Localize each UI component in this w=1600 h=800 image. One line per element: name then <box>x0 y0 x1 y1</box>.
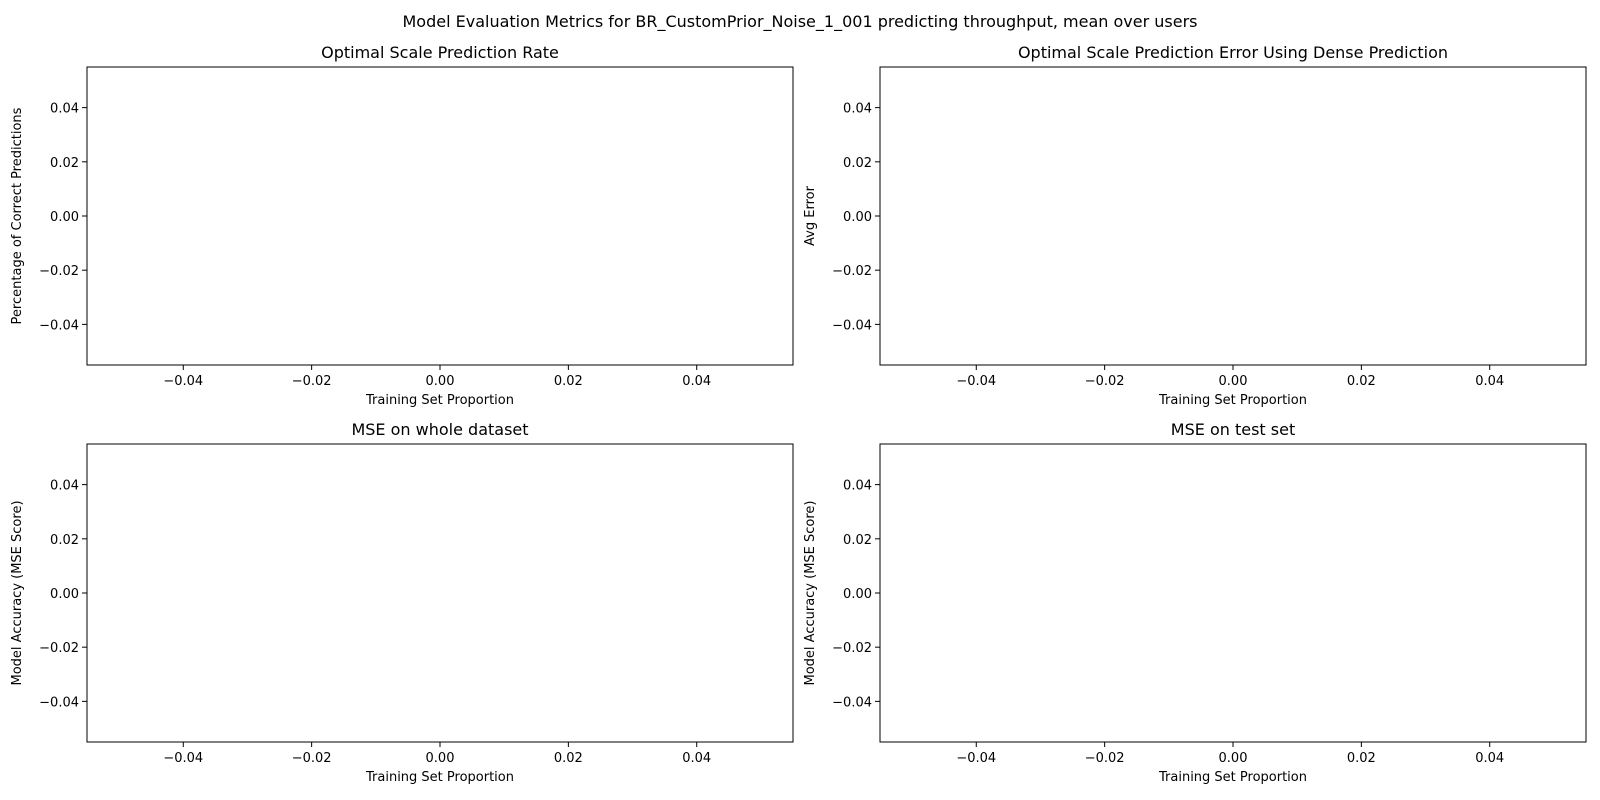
x-tick-label: −0.02 <box>292 374 332 389</box>
axes-frame <box>86 443 794 743</box>
y-tick-label: 0.00 <box>843 210 872 225</box>
x-tick-label: 0.02 <box>1347 751 1376 766</box>
x-tick-label: −0.04 <box>163 751 203 766</box>
x-tick-label: 0.00 <box>1219 374 1248 389</box>
x-tick-label: −0.02 <box>292 751 332 766</box>
x-axis-label: Training Set Proportion <box>365 393 514 408</box>
figure-title: Model Evaluation Metrics for BR_CustomPr… <box>402 12 1198 31</box>
subplot-3: MSE on whole dataset −0.04 −0.02 0.00 0.02 0.… <box>10 420 794 785</box>
x-axis-label: Training Set Proportion <box>365 770 514 785</box>
subplot-title: Optimal Scale Prediction Rate <box>321 43 559 62</box>
y-tick-label: −0.02 <box>832 641 872 656</box>
x-tick-label: −0.04 <box>163 374 203 389</box>
y-tick-label: 0.04 <box>843 479 872 494</box>
x-tick-label: 0.02 <box>1347 374 1376 389</box>
x-tick-label: 0.04 <box>1475 374 1504 389</box>
subplot-1: Optimal Scale Prediction Rate −0.04 −0.02 0… <box>10 43 794 408</box>
y-axis-label: Model Accuracy (MSE Score) <box>10 500 25 685</box>
y-tick-label: 0.04 <box>50 102 79 117</box>
x-tick-label: 0.04 <box>1475 751 1504 766</box>
x-tick-label: 0.00 <box>426 374 455 389</box>
x-tick-label: 0.02 <box>554 374 583 389</box>
y-tick-label: 0.00 <box>50 587 79 602</box>
y-axis-label: Model Accuracy (MSE Score) <box>803 500 818 685</box>
x-tick-label: 0.04 <box>682 751 711 766</box>
x-axis-label: Training Set Proportion <box>1158 393 1307 408</box>
y-axis-label: Percentage of Correct Predictions <box>10 107 25 324</box>
y-tick-label: −0.04 <box>832 318 872 333</box>
x-tick-label: 0.04 <box>682 374 711 389</box>
x-axis-label: Training Set Proportion <box>1158 770 1307 785</box>
axes-frame <box>879 66 1587 366</box>
x-tick-label: −0.02 <box>1085 751 1125 766</box>
subplot-title: MSE on test set <box>1171 420 1295 439</box>
subplot-title: MSE on whole dataset <box>351 420 528 439</box>
subplot-title: Optimal Scale Prediction Error Using Den… <box>1018 43 1448 62</box>
x-tick-label: −0.04 <box>956 374 996 389</box>
y-tick-label: 0.02 <box>50 156 79 171</box>
x-tick-label: −0.02 <box>1085 374 1125 389</box>
y-tick-label: −0.02 <box>832 264 872 279</box>
y-tick-label: 0.04 <box>50 479 79 494</box>
y-tick-label: 0.00 <box>50 210 79 225</box>
subplot-2: Optimal Scale Prediction Error Using Den… <box>803 43 1587 408</box>
y-tick-label: −0.04 <box>832 695 872 710</box>
y-axis-label: Avg Error <box>803 185 818 246</box>
x-tick-label: 0.00 <box>1219 751 1248 766</box>
axes-frame <box>879 443 1587 743</box>
y-tick-label: −0.02 <box>39 264 79 279</box>
x-tick-label: −0.04 <box>956 751 996 766</box>
subplot-4: MSE on test set −0.04 −0.02 0.00 0.02 0.04 0.0… <box>803 420 1587 785</box>
y-tick-label: 0.02 <box>50 533 79 548</box>
y-tick-label: 0.02 <box>843 156 872 171</box>
y-tick-label: −0.04 <box>39 695 79 710</box>
axes-frame <box>86 66 794 366</box>
y-tick-label: 0.02 <box>843 533 872 548</box>
y-tick-label: −0.04 <box>39 318 79 333</box>
y-tick-label: −0.02 <box>39 641 79 656</box>
x-tick-label: 0.02 <box>554 751 583 766</box>
x-tick-label: 0.00 <box>426 751 455 766</box>
y-tick-label: 0.00 <box>843 587 872 602</box>
y-tick-label: 0.04 <box>843 102 872 117</box>
